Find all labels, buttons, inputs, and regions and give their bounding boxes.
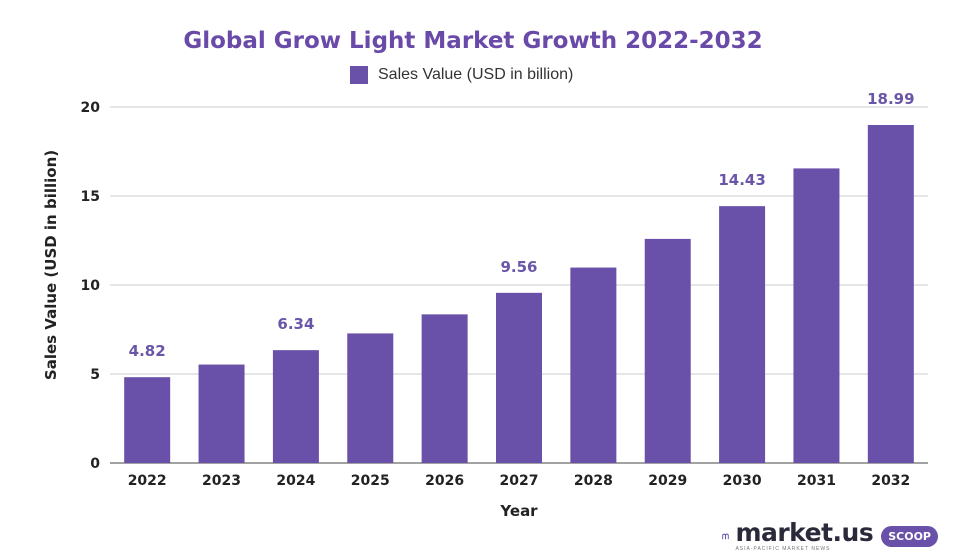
bar (496, 292, 542, 463)
x-tick-label: 2027 (500, 473, 539, 489)
bar (570, 267, 617, 463)
x-tick-label: 2024 (276, 473, 315, 489)
data-label: 9.56 (500, 258, 537, 276)
market-us-logo: market.us ASIA-PACIFIC MARKET NEWS SCOOP (722, 520, 938, 552)
bar (644, 238, 691, 463)
x-tick-label: 2031 (797, 473, 836, 489)
market-us-logo-icon (722, 533, 729, 540)
x-tick-label: 2022 (128, 473, 167, 489)
bar (272, 350, 319, 463)
logo-subtext: ASIA-PACIFIC MARKET NEWS (735, 546, 831, 552)
logo-badge: SCOOP (881, 525, 938, 547)
x-tick-label: 2028 (574, 473, 613, 489)
x-tick-label: 2029 (648, 473, 687, 489)
legend-label: Sales Value (USD in billion) (378, 66, 574, 83)
data-label: 18.99 (867, 90, 914, 108)
x-tick-label: 2032 (871, 473, 910, 489)
x-tick-label: 2025 (351, 473, 390, 489)
bar (793, 168, 840, 463)
x-tick-label: 2030 (723, 473, 762, 489)
y-tick-label: 5 (90, 367, 100, 383)
logo-text: market.us (735, 518, 874, 547)
bar (124, 377, 171, 463)
y-tick-label: 10 (81, 278, 101, 294)
bar (347, 333, 394, 463)
y-tick-label: 20 (81, 100, 101, 116)
chart-title: Global Grow Light Market Growth 2022-203… (183, 28, 763, 54)
bar (867, 124, 914, 463)
y-tick-label: 15 (81, 189, 100, 205)
data-label: 6.34 (277, 315, 314, 333)
y-tick-label: 0 (90, 456, 100, 472)
data-label: 4.82 (129, 342, 166, 360)
bar (421, 314, 468, 463)
data-label: 14.43 (718, 171, 765, 189)
x-axis-title: Year (499, 502, 538, 520)
x-tick-label: 2023 (202, 473, 241, 489)
x-tick-label: 2026 (425, 473, 464, 489)
legend-swatch (350, 66, 368, 84)
y-axis-title: Sales Value (USD in billion) (42, 150, 60, 380)
legend: Sales Value (USD in billion) (350, 66, 573, 84)
bar (719, 206, 766, 463)
bar (198, 364, 245, 463)
